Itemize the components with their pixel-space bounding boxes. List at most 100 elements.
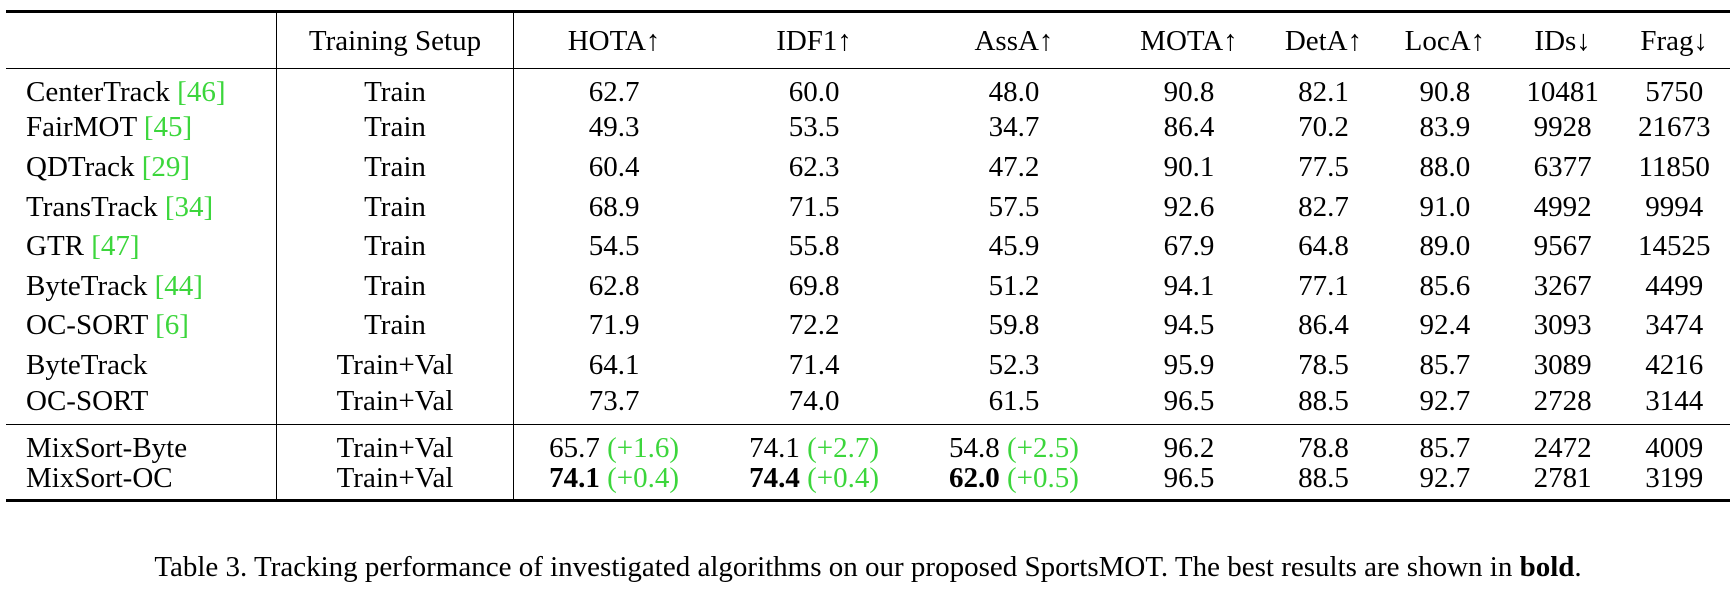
header-deta: DetA↑ <box>1284 25 1363 57</box>
method-cell: QDTrack [29] <box>6 148 277 188</box>
assa-cell: 45.9 <box>988 230 1040 263</box>
table-row: FairMOT [45] Train 49.3 53.5 34.7 86.4 7… <box>6 108 1730 148</box>
setup-cell: Train+Val <box>276 462 514 503</box>
assa-cell: 62.0 (+0.5) <box>914 461 1114 503</box>
ids-cell: 3089 <box>1533 348 1592 381</box>
header-idf1: IDF1↑ <box>776 25 852 57</box>
ids-cell: 10481 <box>1526 76 1599 109</box>
frag-cell-best: 3144 <box>1645 385 1704 418</box>
loca-cell: 85.7 <box>1419 348 1471 381</box>
hota-cell: 64.1 <box>588 348 640 381</box>
loca-cell: 85.7 <box>1382 424 1507 463</box>
loca-cell: 92.7 <box>1419 385 1471 418</box>
hota-cell: 68.9 <box>588 190 640 223</box>
citation-link[interactable]: [34] <box>164 190 214 223</box>
table-caption: Table 3. Tracking performance of investi… <box>0 553 1736 582</box>
setup-cell: Train <box>276 266 514 307</box>
citation-link[interactable]: [44] <box>154 269 203 302</box>
mota-cell: 90.8 <box>1163 76 1215 109</box>
caption-bold-word: bold <box>1519 551 1575 583</box>
method-name: TransTrack <box>26 190 165 223</box>
setup-cell: Train <box>276 147 514 188</box>
frag-cell: 4009 <box>1618 424 1730 463</box>
frag-cell: 14525 <box>1637 230 1711 263</box>
method-cell: FairMOT [45] <box>6 108 277 148</box>
results-table: Training Setup HOTA↑ IDF1↑ AssA↑ MOTA↑ D… <box>6 10 1730 503</box>
ids-cell: 4992 <box>1533 190 1592 223</box>
citation-link[interactable]: [46] <box>177 76 226 109</box>
header-assa: AssA↑ <box>974 25 1054 57</box>
deta-cell-best: 88.5 <box>1264 462 1383 503</box>
idf1-delta: (+0.4) <box>799 461 880 494</box>
frag-cell: 4216 <box>1645 348 1704 381</box>
assa-cell: 59.8 <box>988 309 1040 342</box>
hota-delta: (+1.6) <box>599 431 680 464</box>
frag-cell: 3474 <box>1645 309 1704 342</box>
table-row: CenterTrack [46] Train 62.7 60.0 48.0 90… <box>6 68 1730 109</box>
loca-cell: 83.9 <box>1419 111 1471 144</box>
hota-delta: (+0.4) <box>599 461 680 494</box>
header-frag: Frag↓ <box>1640 25 1709 57</box>
hota-value-best: 74.1 <box>549 461 600 494</box>
ids-cell-best: 2472 <box>1506 424 1619 463</box>
ids-cell: 3267 <box>1533 269 1592 302</box>
setup-cell: Train <box>276 306 514 346</box>
table-header: Training Setup HOTA↑ IDF1↑ AssA↑ MOTA↑ D… <box>6 11 1730 69</box>
citation-link[interactable]: [29] <box>141 150 191 183</box>
frag-cell: 3199 <box>1618 462 1730 503</box>
header-hota: HOTA↑ <box>567 25 661 57</box>
setup-cell: Train <box>276 226 514 267</box>
method-cell: GTR [47] <box>6 227 277 267</box>
hota-cell: 74.1 (+0.4) <box>513 461 715 503</box>
method-cell: OC-SORT <box>6 385 277 425</box>
citation-link[interactable]: [6] <box>155 309 189 342</box>
assa-delta: (+0.5) <box>999 461 1079 494</box>
mota-cell: 92.6 <box>1163 190 1215 223</box>
header-mota: MOTA↑ <box>1140 25 1238 57</box>
loca-cell-best: 92.7 <box>1382 462 1507 503</box>
deta-cell: 78.5 <box>1298 348 1349 381</box>
mota-cell: 67.9 <box>1163 230 1215 263</box>
ids-cell: 6377 <box>1533 150 1592 183</box>
table-row: MixSort-Byte Train+Val 65.7 (+1.6) 74.1 … <box>6 424 1730 464</box>
frag-cell: 5750 <box>1645 76 1704 109</box>
baseline-rows: CenterTrack [46] Train 62.7 60.0 48.0 90… <box>6 68 1730 425</box>
deta-cell: 78.8 <box>1264 424 1383 463</box>
method-name: ByteTrack <box>26 269 155 302</box>
loca-cell: 88.0 <box>1419 150 1471 183</box>
ids-cell: 9928 <box>1533 111 1592 144</box>
setup-cell: Train <box>276 68 514 109</box>
header-method <box>6 12 277 69</box>
method-name: ByteTrack <box>26 348 148 381</box>
assa-value: 54.8 <box>948 431 1000 464</box>
hota-cell: 65.7 (+1.6) <box>513 424 715 464</box>
assa-delta: (+2.5) <box>999 431 1079 464</box>
idf1-value-best: 74.4 <box>749 461 800 494</box>
setup-cell: Train+Val <box>276 345 514 386</box>
table-row: OC-SORT Train+Val 73.7 74.0 61.5 96.5 88… <box>6 385 1730 425</box>
table-row: QDTrack [29] Train 60.4 62.3 47.2 90.1 7… <box>6 147 1730 188</box>
setup-cell: Train <box>276 108 514 148</box>
frag-cell: 4499 <box>1645 269 1704 302</box>
idf1-cell: 74.0 <box>788 385 840 418</box>
idf1-cell: 60.0 <box>788 76 840 109</box>
loca-cell: 91.0 <box>1419 190 1471 223</box>
ids-cell: 9567 <box>1533 230 1592 263</box>
idf1-cell: 74.4 (+0.4) <box>714 461 915 503</box>
deta-cell: 82.7 <box>1298 190 1349 223</box>
method-cell: MixSort-Byte <box>6 424 277 463</box>
ids-cell: 2781 <box>1506 462 1619 503</box>
idf1-cell: 71.4 <box>788 348 840 381</box>
method-name: QDTrack <box>26 150 142 183</box>
deta-cell: 64.8 <box>1298 230 1349 263</box>
mota-cell: 96.2 <box>1113 424 1264 463</box>
deta-cell: 77.1 <box>1298 269 1349 302</box>
hota-cell: 49.3 <box>588 111 640 144</box>
citation-link[interactable]: [45] <box>143 111 193 144</box>
deta-cell: 70.2 <box>1298 111 1349 144</box>
citation-link[interactable]: [47] <box>91 230 140 263</box>
method-name: FairMOT <box>26 111 144 144</box>
method-name: OC-SORT <box>26 309 156 342</box>
mota-cell: 94.5 <box>1163 309 1215 342</box>
header-loca: LocA↑ <box>1404 25 1486 57</box>
